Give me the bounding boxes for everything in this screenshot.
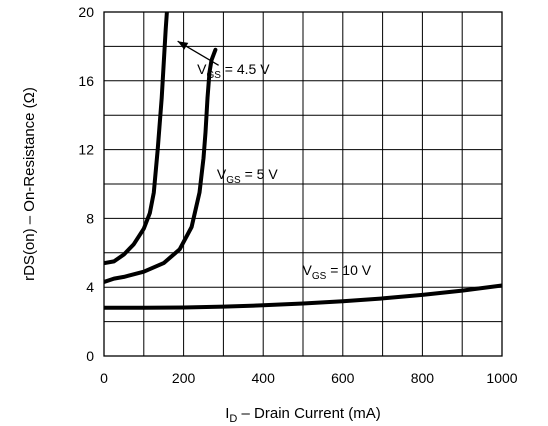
series-annotation-2: VGS = 5 V (217, 166, 278, 186)
y-tick-label: 0 (86, 348, 94, 364)
x-tick-label: 800 (411, 370, 435, 386)
x-axis-label-main: I (225, 405, 229, 422)
series-curves (104, 12, 502, 310)
annotation-sub: GS (206, 70, 221, 81)
x-axis-label-rest: – Drain Current (mA) (237, 405, 380, 422)
annotation-rest: = 10 V (326, 262, 371, 278)
y-tick-label: 8 (86, 210, 94, 226)
annotation-main: V (303, 262, 313, 278)
y-tick-label: 20 (78, 4, 94, 20)
series-annotation-1: VGS = 4.5 V (197, 61, 270, 81)
series-line-3 (104, 283, 502, 310)
x-tick-label: 400 (252, 370, 276, 386)
x-axis-label-sub: D (229, 413, 237, 425)
x-tick-label: 600 (331, 370, 355, 386)
y-tick-label: 12 (78, 142, 94, 158)
annotation-main: V (197, 61, 207, 77)
x-tick-label: 0 (100, 370, 108, 386)
series-line-1 (104, 12, 169, 266)
y-axis-label-main: rDS(on) – On-Resistance ( (21, 103, 38, 281)
annotation-rest: = 5 V (241, 166, 279, 182)
annotation-main: V (217, 166, 227, 182)
series-annotation-3: VGS = 10 V (303, 262, 372, 282)
y-tick-label: 16 (78, 73, 94, 89)
x-axis-label: ID – Drain Current (mA) (225, 405, 381, 425)
tick-labels: 0 200 400 600 800 1000 0 4 8 12 16 20 (78, 4, 517, 386)
y-axis-label: rDS(on) – On-Resistance (Ω) (21, 87, 38, 281)
y-axis-label-rest: ) (21, 87, 38, 92)
y-tick-label: 4 (86, 279, 94, 295)
plot-frame (103, 11, 503, 357)
annotation-sub: GS (312, 271, 327, 282)
annotation-arrow-head (177, 41, 189, 50)
annotation-sub: GS (226, 175, 241, 186)
annotation-rest: = 4.5 V (221, 61, 270, 77)
series-line-2 (104, 47, 218, 284)
y-axis-label-symbol: Ω (21, 92, 38, 103)
grid (104, 12, 502, 356)
x-tick-label: 1000 (486, 370, 517, 386)
x-tick-label: 200 (172, 370, 196, 386)
